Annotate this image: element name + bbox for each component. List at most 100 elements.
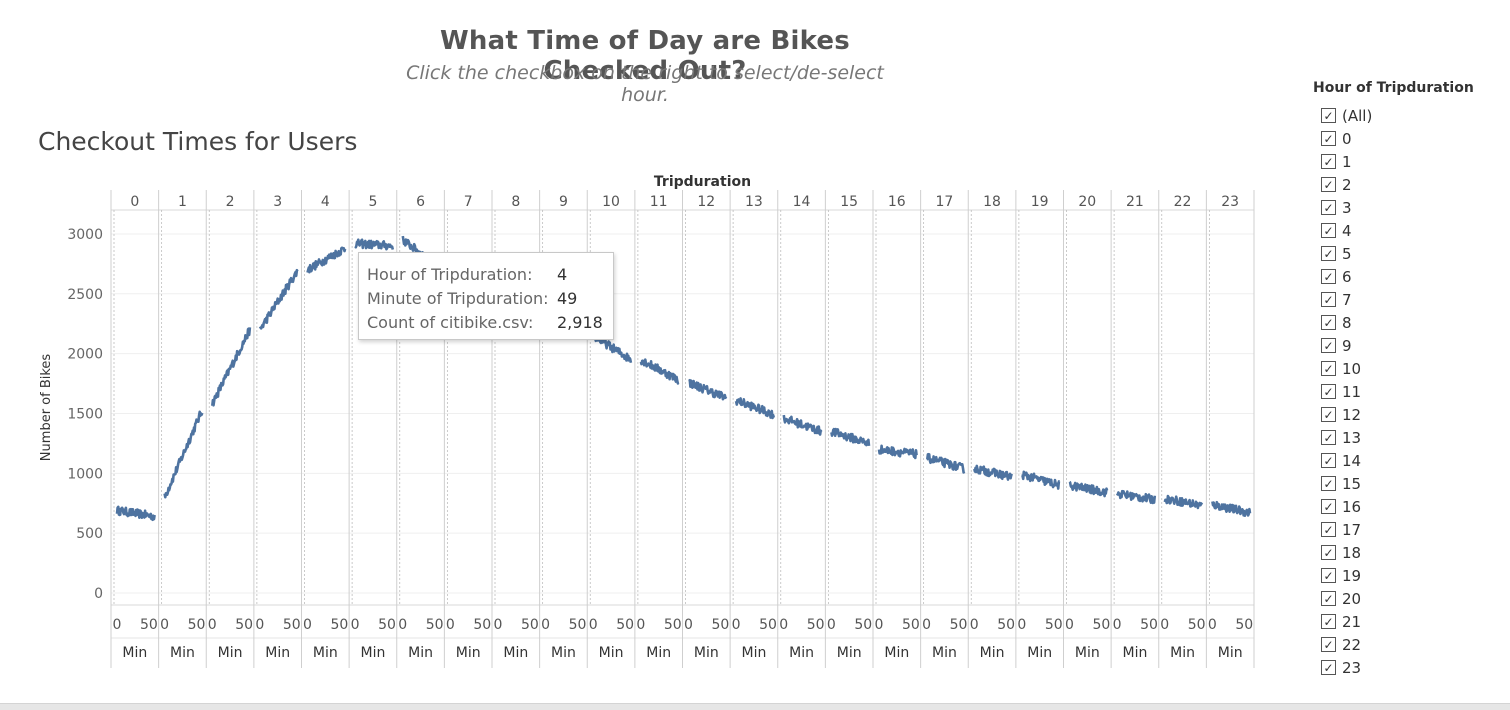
y-tick-label: 1000	[67, 466, 103, 482]
checkbox-checked-icon[interactable]: ✓	[1321, 200, 1336, 215]
filter-item[interactable]: ✓ 22	[1313, 633, 1503, 656]
x-axis-label: Min	[265, 645, 290, 661]
series-line-hour-14	[782, 414, 823, 436]
x-tick-label: 0	[1113, 617, 1122, 633]
filter-item[interactable]: ✓ 16	[1313, 495, 1503, 518]
x-tick-label: 0	[970, 617, 979, 633]
checkbox-checked-icon[interactable]: ✓	[1321, 177, 1336, 192]
x-tick-label: 0	[827, 617, 836, 633]
hour-filter[interactable]: Hour of Tripduration ✓ (All) ✓ 0 ✓ 1 ✓ 2 ✓ 3 ✓ 4 ✓ 5 ✓…	[1313, 80, 1503, 679]
y-tick-label: 500	[76, 526, 103, 542]
bottom-scrollbar[interactable]	[0, 703, 1510, 710]
x-tick-label: 50	[140, 617, 158, 633]
panel-header-label: 2	[226, 194, 235, 210]
filter-item[interactable]: ✓ 12	[1313, 403, 1503, 426]
filter-item[interactable]: ✓ (All)	[1313, 104, 1503, 127]
panel-header-label: 6	[416, 194, 425, 210]
checkbox-checked-icon[interactable]: ✓	[1321, 591, 1336, 606]
filter-item[interactable]: ✓ 23	[1313, 656, 1503, 679]
checkbox-checked-icon[interactable]: ✓	[1321, 522, 1336, 537]
series-line-hour-12	[687, 378, 728, 401]
checkbox-checked-icon[interactable]: ✓	[1321, 292, 1336, 307]
x-tick-label: 50	[330, 617, 348, 633]
checkbox-checked-icon[interactable]: ✓	[1321, 223, 1336, 238]
checkbox-checked-icon[interactable]: ✓	[1321, 338, 1336, 353]
filter-item-label: 17	[1342, 520, 1362, 539]
x-tick-label: 50	[283, 617, 301, 633]
panel-header-label: 19	[1031, 194, 1049, 210]
checkbox-checked-icon[interactable]: ✓	[1321, 476, 1336, 491]
x-tick-label: 50	[1092, 617, 1110, 633]
filter-item[interactable]: ✓ 6	[1313, 265, 1503, 288]
filter-item[interactable]: ✓ 10	[1313, 357, 1503, 380]
filter-item-label: 6	[1342, 267, 1352, 286]
checkbox-checked-icon[interactable]: ✓	[1321, 614, 1336, 629]
filter-list[interactable]: ✓ (All) ✓ 0 ✓ 1 ✓ 2 ✓ 3 ✓ 4 ✓ 5 ✓ 6 ✓ 7 ✓ 8 ✓ 9 ✓ 10 ✓ 11 ✓ 12 ✓ 13 ✓ 1…	[1313, 104, 1503, 679]
series-line-hour-0	[115, 505, 156, 522]
filter-item[interactable]: ✓ 19	[1313, 564, 1503, 587]
filter-item[interactable]: ✓ 9	[1313, 334, 1503, 357]
series-line-hour-15	[830, 427, 871, 447]
checkbox-checked-icon[interactable]: ✓	[1321, 430, 1336, 445]
series-line-hour-3	[258, 268, 299, 330]
filter-item[interactable]: ✓ 21	[1313, 610, 1503, 633]
filter-item[interactable]: ✓ 7	[1313, 288, 1503, 311]
filter-item[interactable]: ✓ 0	[1313, 127, 1503, 150]
series-line-hour-11	[639, 358, 680, 385]
checkbox-checked-icon[interactable]: ✓	[1321, 568, 1336, 583]
x-axis-label: Min	[980, 645, 1005, 661]
filter-item[interactable]: ✓ 1	[1313, 150, 1503, 173]
checkbox-checked-icon[interactable]: ✓	[1321, 269, 1336, 284]
checkbox-checked-icon[interactable]: ✓	[1321, 246, 1336, 261]
x-axis-label: Min	[503, 645, 528, 661]
x-axis-label: Min	[646, 645, 671, 661]
x-axis-label: Min	[1075, 645, 1100, 661]
panel-header-label: 13	[745, 194, 763, 210]
series-line-hour-4	[306, 246, 347, 274]
filter-item[interactable]: ✓ 4	[1313, 219, 1503, 242]
panel-header-label: 22	[1174, 194, 1192, 210]
filter-item[interactable]: ✓ 5	[1313, 242, 1503, 265]
x-tick-label: 50	[711, 617, 729, 633]
checkbox-checked-icon[interactable]: ✓	[1321, 384, 1336, 399]
x-tick-label: 0	[636, 617, 645, 633]
filter-item-label: 14	[1342, 451, 1362, 470]
filter-item-label: 12	[1342, 405, 1362, 424]
x-axis-label: Min	[694, 645, 719, 661]
filter-item[interactable]: ✓ 11	[1313, 380, 1503, 403]
x-axis-label: Min	[408, 645, 433, 661]
x-axis-label: Min	[1170, 645, 1195, 661]
checkbox-checked-icon[interactable]: ✓	[1321, 315, 1336, 330]
x-tick-label: 50	[473, 617, 491, 633]
filter-item[interactable]: ✓ 17	[1313, 518, 1503, 541]
filter-item[interactable]: ✓ 15	[1313, 472, 1503, 495]
checkbox-checked-icon[interactable]: ✓	[1321, 154, 1336, 169]
panel-header-label: 16	[888, 194, 906, 210]
checkbox-checked-icon[interactable]: ✓	[1321, 407, 1336, 422]
filter-item-label: 16	[1342, 497, 1362, 516]
checkbox-checked-icon[interactable]: ✓	[1321, 660, 1336, 675]
filter-item[interactable]: ✓ 2	[1313, 173, 1503, 196]
line-chart[interactable]: 050010001500200025003000TripdurationNumb…	[0, 165, 1290, 675]
x-tick-label: 50	[1235, 617, 1253, 633]
x-tick-label: 0	[779, 617, 788, 633]
checkbox-checked-icon[interactable]: ✓	[1321, 108, 1336, 123]
dashboard-title: What Time of Day are Bikes Checked Out?	[440, 26, 850, 86]
panel-header-label: 18	[983, 194, 1001, 210]
filter-item[interactable]: ✓ 18	[1313, 541, 1503, 564]
checkbox-checked-icon[interactable]: ✓	[1321, 499, 1336, 514]
filter-item-label: 10	[1342, 359, 1362, 378]
filter-item-label: (All)	[1342, 106, 1373, 125]
filter-item[interactable]: ✓ 13	[1313, 426, 1503, 449]
checkbox-checked-icon[interactable]: ✓	[1321, 637, 1336, 652]
y-axis-label: Number of Bikes	[39, 354, 54, 462]
checkbox-checked-icon[interactable]: ✓	[1321, 131, 1336, 146]
filter-item[interactable]: ✓ 20	[1313, 587, 1503, 610]
filter-item[interactable]: ✓ 14	[1313, 449, 1503, 472]
checkbox-checked-icon[interactable]: ✓	[1321, 545, 1336, 560]
checkbox-checked-icon[interactable]: ✓	[1321, 361, 1336, 376]
filter-item[interactable]: ✓ 3	[1313, 196, 1503, 219]
filter-item[interactable]: ✓ 8	[1313, 311, 1503, 334]
series-line-hour-23	[1211, 500, 1252, 518]
checkbox-checked-icon[interactable]: ✓	[1321, 453, 1336, 468]
